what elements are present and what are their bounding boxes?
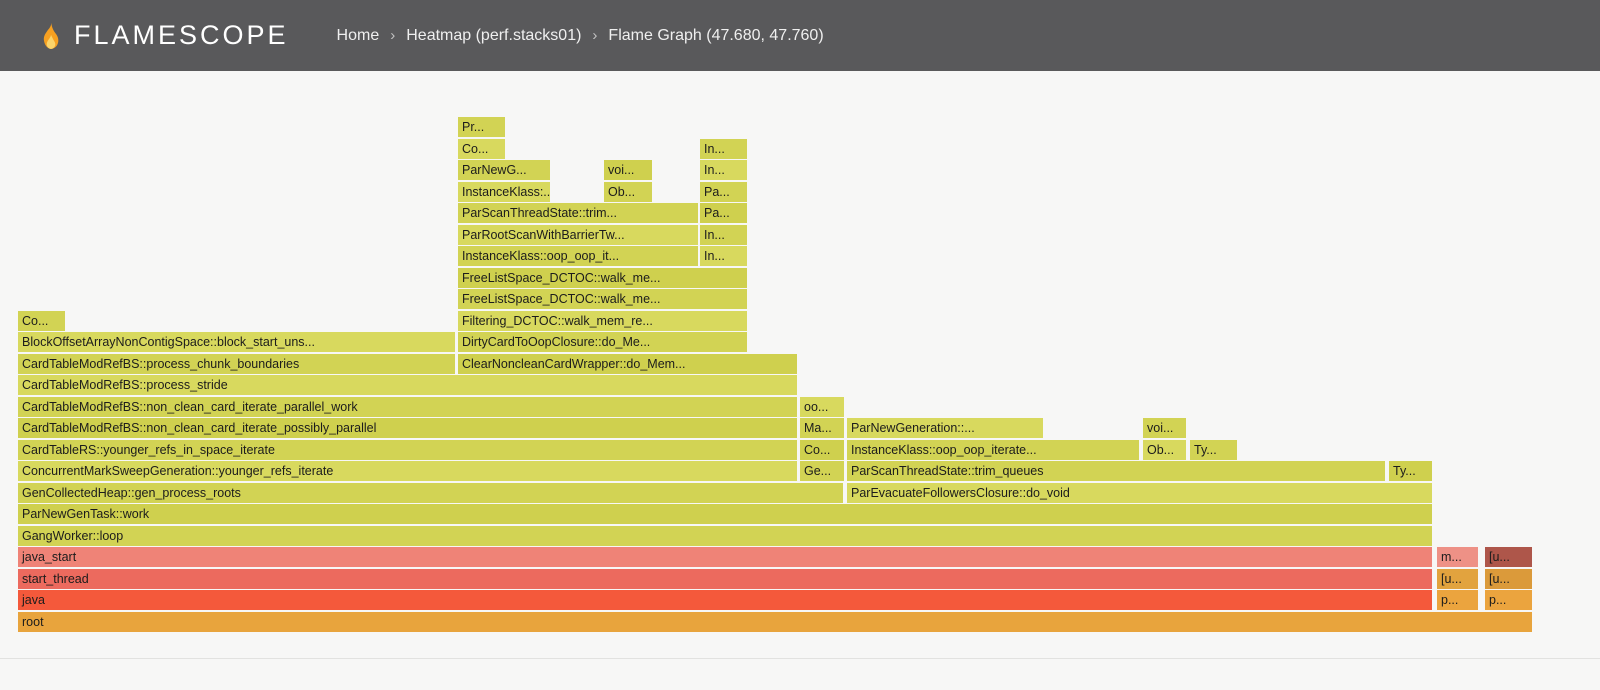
flame-frame[interactable]: Ob...: [604, 182, 652, 202]
flame-frame[interactable]: start_thread: [18, 569, 1432, 589]
flame-frame[interactable]: Co...: [458, 139, 505, 159]
flame-frame[interactable]: java_start: [18, 547, 1432, 567]
flame-frame[interactable]: Co...: [800, 440, 844, 460]
header: FLAMESCOPE Home › Heatmap (perf.stacks01…: [0, 0, 1600, 71]
flame-frame[interactable]: ParScanThreadState::trim...: [458, 203, 698, 223]
flame-frame[interactable]: CardTableRS::younger_refs_in_space_itera…: [18, 440, 797, 460]
flame-frame[interactable]: BlockOffsetArrayNonContigSpace::block_st…: [18, 332, 455, 352]
flame-frame[interactable]: InstanceKlass:...: [458, 182, 550, 202]
app-title: FLAMESCOPE: [74, 20, 289, 50]
bottom-divider: [0, 658, 1600, 659]
flame-frame[interactable]: ParNewGeneration::...: [847, 418, 1043, 438]
flame-frame[interactable]: CardTableModRefBS::non_clean_card_iterat…: [18, 418, 797, 438]
breadcrumb-heatmap[interactable]: Heatmap (perf.stacks01): [406, 26, 582, 44]
breadcrumb-current: Flame Graph (47.680, 47.760): [608, 26, 824, 44]
chevron-right-icon: ›: [592, 27, 598, 44]
flame-frame[interactable]: In...: [700, 225, 747, 245]
flame-frame[interactable]: In...: [700, 160, 747, 180]
flame-frame[interactable]: java: [18, 590, 1432, 610]
breadcrumb-home[interactable]: Home: [336, 26, 380, 44]
flame-frame[interactable]: InstanceKlass::oop_oop_it...: [458, 246, 698, 266]
flame-frame[interactable]: In...: [700, 139, 747, 159]
flame-frame[interactable]: oo...: [800, 397, 844, 417]
flame-frame[interactable]: CardTableModRefBS::process_stride: [18, 375, 797, 395]
chevron-right-icon: ›: [390, 27, 396, 44]
flame-frame[interactable]: voi...: [604, 160, 652, 180]
flame-frame[interactable]: CardTableModRefBS::non_clean_card_iterat…: [18, 397, 797, 417]
flame-frame[interactable]: Pr...: [458, 117, 505, 137]
flame-frame[interactable]: ParEvacuateFollowersClosure::do_void: [847, 483, 1432, 503]
flame-frame[interactable]: FreeListSpace_DCTOC::walk_me...: [458, 289, 747, 309]
flame-frame[interactable]: ParRootScanWithBarrierTw...: [458, 225, 698, 245]
flame-frame[interactable]: GenCollectedHeap::gen_process_roots: [18, 483, 843, 503]
flame-frame[interactable]: InstanceKlass::oop_oop_iterate...: [847, 440, 1139, 460]
flame-frame[interactable]: ConcurrentMarkSweepGeneration::younger_r…: [18, 461, 797, 481]
flame-frame[interactable]: p...: [1485, 590, 1532, 610]
flame-frame[interactable]: Filtering_DCTOC::walk_mem_re...: [458, 311, 747, 331]
flame-frame[interactable]: [u...: [1437, 569, 1478, 589]
flame-frame[interactable]: Ma...: [800, 418, 844, 438]
flame-frame[interactable]: ParScanThreadState::trim_queues: [847, 461, 1385, 481]
flame-frame[interactable]: p...: [1437, 590, 1478, 610]
flame-frame[interactable]: ClearNoncleanCardWrapper::do_Mem...: [458, 354, 797, 374]
flame-frame[interactable]: FreeListSpace_DCTOC::walk_me...: [458, 268, 747, 288]
breadcrumb: Home › Heatmap (perf.stacks01) › Flame G…: [337, 27, 824, 45]
flame-frame[interactable]: Pa...: [700, 203, 747, 223]
flame-frame[interactable]: ParNewG...: [458, 160, 550, 180]
app-logo[interactable]: FLAMESCOPE: [38, 20, 289, 51]
flame-frame[interactable]: ParNewGenTask::work: [18, 504, 1432, 524]
flame-frame[interactable]: GangWorker::loop: [18, 526, 1432, 546]
flame-icon: [38, 20, 64, 51]
flame-frame[interactable]: Ge...: [800, 461, 844, 481]
flame-frame[interactable]: Ty...: [1389, 461, 1432, 481]
flame-frame[interactable]: Co...: [18, 311, 65, 331]
flame-frame[interactable]: [u...: [1485, 569, 1532, 589]
flame-frame[interactable]: m...: [1437, 547, 1478, 567]
flame-frame[interactable]: In...: [700, 246, 747, 266]
flame-frame[interactable]: CardTableModRefBS::process_chunk_boundar…: [18, 354, 455, 374]
flame-frame[interactable]: Ty...: [1190, 440, 1237, 460]
flame-frame[interactable]: Pa...: [700, 182, 747, 202]
flame-frame[interactable]: root: [18, 612, 1532, 632]
flame-frame[interactable]: [u...: [1485, 547, 1532, 567]
flame-frame[interactable]: voi...: [1143, 418, 1186, 438]
flame-frame[interactable]: DirtyCardToOopClosure::do_Me...: [458, 332, 747, 352]
flame-frame[interactable]: Ob...: [1143, 440, 1186, 460]
